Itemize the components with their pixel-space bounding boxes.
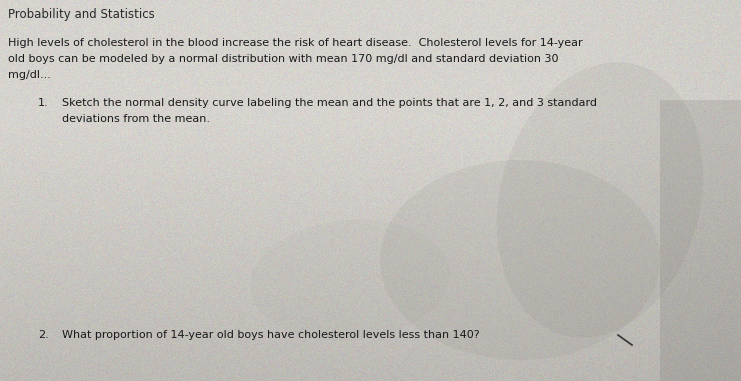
Text: mg/dl...: mg/dl...: [8, 70, 51, 80]
Bar: [660, 100, 741, 381]
Text: old boys can be modeled by a normal distribution with mean 170 mg/dl and standar: old boys can be modeled by a normal dist…: [8, 54, 559, 64]
Text: 1.: 1.: [38, 98, 49, 108]
Text: What proportion of 14-year old boys have cholesterol levels less than 140?: What proportion of 14-year old boys have…: [62, 330, 479, 340]
Text: deviations from the mean.: deviations from the mean.: [62, 114, 210, 124]
Text: Sketch the normal density curve labeling the mean and the points that are 1, 2, : Sketch the normal density curve labeling…: [62, 98, 597, 108]
Text: 2.: 2.: [38, 330, 49, 340]
Text: Probability and Statistics: Probability and Statistics: [8, 8, 155, 21]
Ellipse shape: [380, 160, 660, 360]
Ellipse shape: [250, 219, 450, 340]
Text: High levels of cholesterol in the blood increase the risk of heart disease.  Cho: High levels of cholesterol in the blood …: [8, 38, 582, 48]
Ellipse shape: [496, 62, 703, 338]
